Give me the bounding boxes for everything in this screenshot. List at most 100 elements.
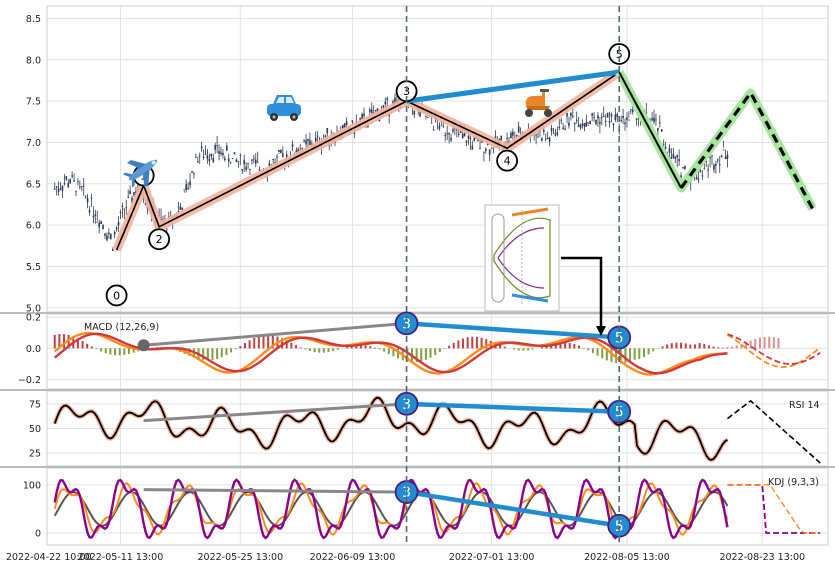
candle-body: [718, 164, 721, 166]
candle-body: [282, 153, 284, 158]
candle-body: [386, 98, 389, 101]
candle-body: [616, 113, 619, 117]
macd-trend-line: [143, 321, 407, 347]
candle-body: [664, 147, 667, 149]
candle-body: [241, 168, 244, 171]
candle-body: [278, 149, 280, 153]
candle-body: [361, 113, 363, 120]
macd-histogram-bar: [564, 342, 567, 349]
candle-body: [394, 97, 396, 104]
y-tick-label: 5.5: [26, 262, 41, 273]
candle-body: [253, 158, 255, 160]
candle-body: [367, 125, 369, 128]
candle-body: [581, 124, 584, 126]
airplane-icon: [122, 159, 158, 188]
rsi-trend-line: [143, 402, 407, 423]
candle-body: [676, 155, 679, 158]
candle-body: [599, 121, 601, 125]
candle-body: [69, 179, 71, 184]
candle-body: [469, 137, 472, 140]
candle-body: [492, 147, 495, 149]
candle-body: [548, 137, 551, 142]
candle-body: [610, 114, 613, 117]
candle-body: [77, 181, 79, 183]
candle-body: [166, 228, 168, 230]
macd-histogram-bar: [406, 348, 409, 362]
candle-body: [659, 122, 661, 124]
macd-histogram-bar: [86, 343, 89, 349]
macd-histogram-bar: [211, 348, 214, 361]
elliott-wave-layer: 012345: [105, 43, 817, 307]
macd-histogram-bar: [675, 342, 678, 349]
macd-histogram-bar: [304, 348, 307, 350]
candle-body: [593, 117, 595, 119]
kdj-k-projection: [727, 484, 821, 534]
candle-body: [179, 206, 182, 210]
macd-histogram-bar: [76, 338, 79, 349]
candle-body: [125, 207, 128, 209]
kdj-panel-label: KDJ (9,3,3): [768, 477, 819, 488]
candle-body: [506, 137, 508, 139]
y-tick-label: 6.0: [26, 221, 41, 232]
candle-body: [703, 168, 706, 170]
candle-body: [515, 134, 518, 138]
candle-body: [597, 115, 599, 119]
candle-body: [552, 132, 555, 134]
candle-body: [457, 133, 460, 135]
kdj-wave-badge-label: 3: [402, 485, 411, 501]
macd-histogram-bar: [95, 348, 98, 350]
macd-histogram-bar: [438, 348, 441, 353]
candle-body: [79, 186, 81, 188]
candle-body: [111, 249, 114, 252]
candle-body: [713, 164, 715, 170]
candle-body: [96, 221, 99, 223]
candle-body: [413, 110, 416, 115]
candle-body: [214, 145, 216, 150]
indicator-series: 353535: [52, 311, 821, 540]
macd-histogram-bar: [234, 348, 237, 350]
macd-histogram-bar: [230, 348, 233, 353]
macd-histogram-bar: [624, 348, 627, 363]
macd-divergence-line: [406, 321, 620, 340]
candle-body: [510, 132, 512, 139]
macd-histogram-bar: [336, 348, 339, 350]
macd-histogram-bar: [262, 335, 265, 349]
candle-body: [123, 208, 126, 210]
macd-signal-projection: [727, 333, 821, 365]
candle-body: [612, 123, 615, 125]
candle-body: [608, 121, 611, 123]
wave-label-circle: [105, 284, 128, 307]
macd-histogram-bar: [754, 339, 757, 349]
candle-body: [183, 189, 186, 191]
candle-body: [442, 125, 445, 127]
y-tick-label: 25: [29, 449, 41, 460]
candle-body: [119, 212, 122, 214]
y-tick-label: −0.2: [18, 375, 41, 386]
candle-body: [459, 130, 462, 134]
candle-body: [630, 109, 632, 111]
candle-body: [467, 135, 470, 139]
macd-histogram-bar: [67, 334, 70, 349]
macd-histogram-bar: [318, 348, 321, 353]
macd-histogram-bar: [573, 344, 576, 349]
macd-panel-label: MACD (12,26,9): [84, 322, 159, 333]
candle-body: [216, 145, 218, 147]
wave-label: 2: [156, 233, 163, 246]
candle-body: [305, 140, 307, 145]
candle-body: [301, 147, 303, 150]
candle-body: [573, 122, 576, 125]
candle-body: [80, 186, 83, 188]
candle-body: [309, 140, 311, 146]
macd-histogram-bar: [462, 338, 465, 349]
macd-histogram-bar: [109, 348, 112, 355]
candle-body: [657, 127, 659, 131]
candle-body: [635, 118, 638, 121]
candle-body: [237, 160, 240, 162]
macd-histogram-bar: [118, 348, 121, 356]
macd-histogram-bar: [670, 343, 673, 349]
macd-histogram-bar: [327, 348, 330, 353]
inset-diagram-icon: [484, 204, 560, 312]
macd-histogram-bar: [220, 348, 223, 358]
